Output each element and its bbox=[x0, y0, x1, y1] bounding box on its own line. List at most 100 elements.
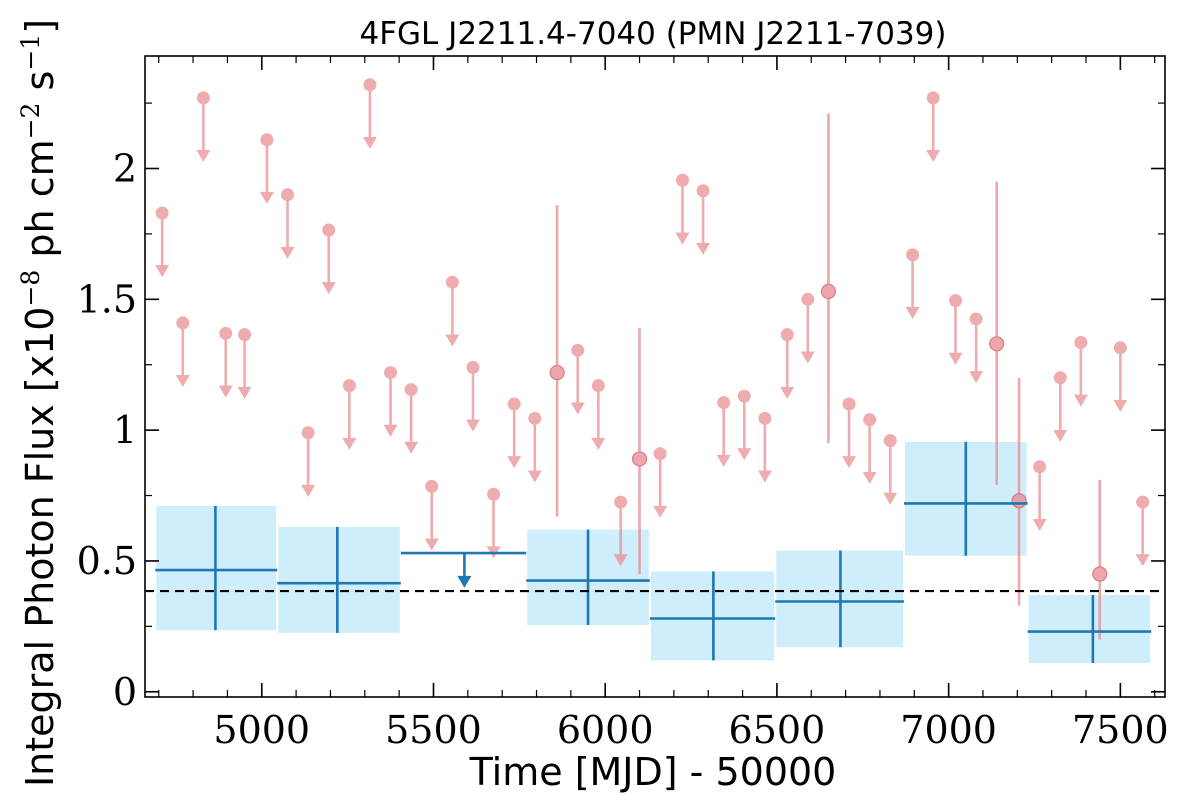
short-bin-ul-arrow-32 bbox=[883, 492, 898, 505]
y-tick-label-2: 1 bbox=[113, 408, 137, 452]
short-bin-ul-point-31 bbox=[863, 413, 877, 427]
short-bin-ul-point-3 bbox=[219, 326, 233, 340]
short-bin-ul-arrow-36 bbox=[969, 371, 984, 384]
short-bin-ul-point-41 bbox=[1136, 495, 1150, 509]
y-tick-label-1: 0.5 bbox=[77, 539, 137, 583]
short-bin-upper-limit-31 bbox=[862, 413, 877, 484]
short-bin-upper-limit-0 bbox=[155, 206, 170, 278]
y-axis-label-exp3: −1 bbox=[16, 34, 45, 71]
short-bin-upper-limit-36 bbox=[969, 312, 984, 384]
short-bin-upper-limit-38 bbox=[1053, 371, 1068, 442]
long-bin-3 bbox=[649, 571, 776, 661]
short-bin-ul-point-37 bbox=[1033, 460, 1047, 474]
long-bin-5 bbox=[903, 441, 1028, 556]
short-bin-ul-arrow-1 bbox=[175, 375, 190, 388]
short-bin-detection-2 bbox=[820, 113, 837, 444]
short-bin-upper-limit-17 bbox=[507, 397, 522, 469]
y-axis-label-suffix: ] bbox=[18, 19, 62, 34]
short-bin-ul-arrow-22 bbox=[653, 505, 668, 518]
short-bin-ul-point-16 bbox=[487, 487, 501, 501]
short-bin-upper-limit-22 bbox=[653, 447, 668, 518]
short-bin-ul-arrow-11 bbox=[383, 424, 398, 437]
y-axis-ticks: 0 0.5 1 1.5 2 bbox=[77, 102, 1165, 714]
short-bin-ul-arrow-26 bbox=[737, 448, 752, 461]
long-bin-0 bbox=[155, 506, 278, 631]
short-bin-ul-point-7 bbox=[301, 426, 315, 440]
short-bin-upper-limit-35 bbox=[948, 294, 963, 365]
short-bin-ul-point-35 bbox=[949, 294, 963, 308]
short-bin-upper-limit-37 bbox=[1032, 460, 1047, 531]
short-bin-ul-arrow-7 bbox=[301, 484, 316, 497]
short-bin-ul-arrow-12 bbox=[404, 441, 419, 454]
short-bin-upper-limit-13 bbox=[424, 479, 439, 551]
short-bin-upper-limit-12 bbox=[404, 383, 419, 454]
short-bin-ul-arrow-27 bbox=[757, 470, 772, 483]
short-bin-upper-limit-20 bbox=[591, 379, 606, 450]
short-bin-ul-point-36 bbox=[969, 312, 983, 326]
short-bin-upper-limit-25 bbox=[716, 396, 731, 467]
short-bin-upper-limit-16 bbox=[486, 487, 501, 559]
short-bin-ul-point-5 bbox=[260, 133, 274, 147]
short-bin-ul-arrow-33 bbox=[905, 307, 920, 320]
short-bin-ul-point-20 bbox=[591, 379, 605, 393]
x-tick-label-2: 6000 bbox=[557, 708, 654, 752]
short-bin-ul-arrow-34 bbox=[926, 150, 941, 163]
short-bin-ul-arrow-28 bbox=[780, 386, 795, 399]
long-bin-box-1 bbox=[278, 526, 400, 633]
short-bin-upper-limit-26 bbox=[737, 389, 752, 461]
y-axis-label-prefix: Integral Photon Flux [x10 bbox=[18, 307, 62, 788]
y-axis-label-mid: ph cm bbox=[18, 139, 62, 269]
short-bin-upper-limit-10 bbox=[362, 78, 377, 149]
short-bin-ul-arrow-31 bbox=[862, 471, 877, 484]
short-bin-det-point-2 bbox=[820, 283, 837, 300]
short-bin-ul-point-17 bbox=[507, 397, 521, 411]
short-bin-det-point-4 bbox=[1011, 493, 1027, 509]
long-bin-box-6 bbox=[1028, 594, 1151, 663]
x-tick-label-0: 5000 bbox=[213, 708, 310, 752]
short-bin-ul-point-24 bbox=[696, 184, 710, 198]
short-bin-ul-point-2 bbox=[196, 91, 210, 105]
y-tick-label-4: 2 bbox=[113, 147, 137, 191]
short-bins-layer bbox=[155, 78, 1150, 640]
short-bin-ul-arrow-15 bbox=[465, 419, 480, 432]
short-bin-ul-arrow-18 bbox=[527, 470, 542, 483]
short-bin-ul-point-15 bbox=[466, 360, 480, 374]
x-tick-label-1: 5500 bbox=[385, 708, 482, 752]
long-bins-shaded-layer bbox=[156, 441, 1151, 663]
short-bin-ul-arrow-17 bbox=[507, 456, 522, 469]
short-bin-ul-point-13 bbox=[425, 479, 439, 493]
short-bin-detection-0 bbox=[549, 205, 565, 517]
short-bin-upper-limit-7 bbox=[301, 426, 316, 497]
y-tick-label-3: 1.5 bbox=[77, 277, 137, 321]
short-bin-ul-point-40 bbox=[1113, 341, 1127, 355]
long-bins-layer bbox=[155, 441, 1152, 663]
x-tick-label-3: 6500 bbox=[729, 708, 826, 752]
short-bin-ul-point-30 bbox=[842, 397, 856, 411]
y-axis-label-exp2: −2 bbox=[16, 103, 45, 140]
chart-title: 4FGL J2211.4-7040 (PMN J2211-7039) bbox=[359, 16, 946, 52]
long-bin-ul-arrow-0 bbox=[457, 575, 472, 588]
short-bin-ul-point-25 bbox=[717, 396, 731, 410]
short-bin-upper-limit-11 bbox=[383, 366, 398, 437]
short-bin-ul-point-6 bbox=[281, 188, 295, 202]
short-bin-upper-limit-9 bbox=[342, 379, 357, 450]
short-bin-ul-arrow-4 bbox=[237, 386, 252, 399]
short-bin-ul-arrow-37 bbox=[1032, 518, 1047, 531]
short-bin-ul-arrow-19 bbox=[570, 402, 585, 415]
short-bin-upper-limit-14 bbox=[445, 275, 460, 347]
short-bin-ul-point-4 bbox=[238, 328, 252, 342]
short-bin-ul-arrow-3 bbox=[218, 385, 233, 398]
short-bin-upper-limit-23 bbox=[675, 173, 690, 245]
short-bin-ul-arrow-9 bbox=[342, 437, 357, 450]
long-bin-6 bbox=[1027, 594, 1152, 663]
short-bin-upper-limit-2 bbox=[196, 91, 211, 163]
x-axis-label: Time [MJD] - 50000 bbox=[469, 750, 837, 794]
y-tick-label-0: 0 bbox=[113, 670, 137, 714]
short-bin-ul-arrow-23 bbox=[675, 232, 690, 245]
short-bin-ul-arrow-38 bbox=[1053, 429, 1068, 442]
short-bin-ul-point-29 bbox=[801, 292, 815, 306]
short-bin-ul-arrow-39 bbox=[1073, 394, 1088, 407]
short-bin-detection-1 bbox=[631, 328, 648, 575]
short-bin-upper-limit-39 bbox=[1073, 335, 1088, 407]
